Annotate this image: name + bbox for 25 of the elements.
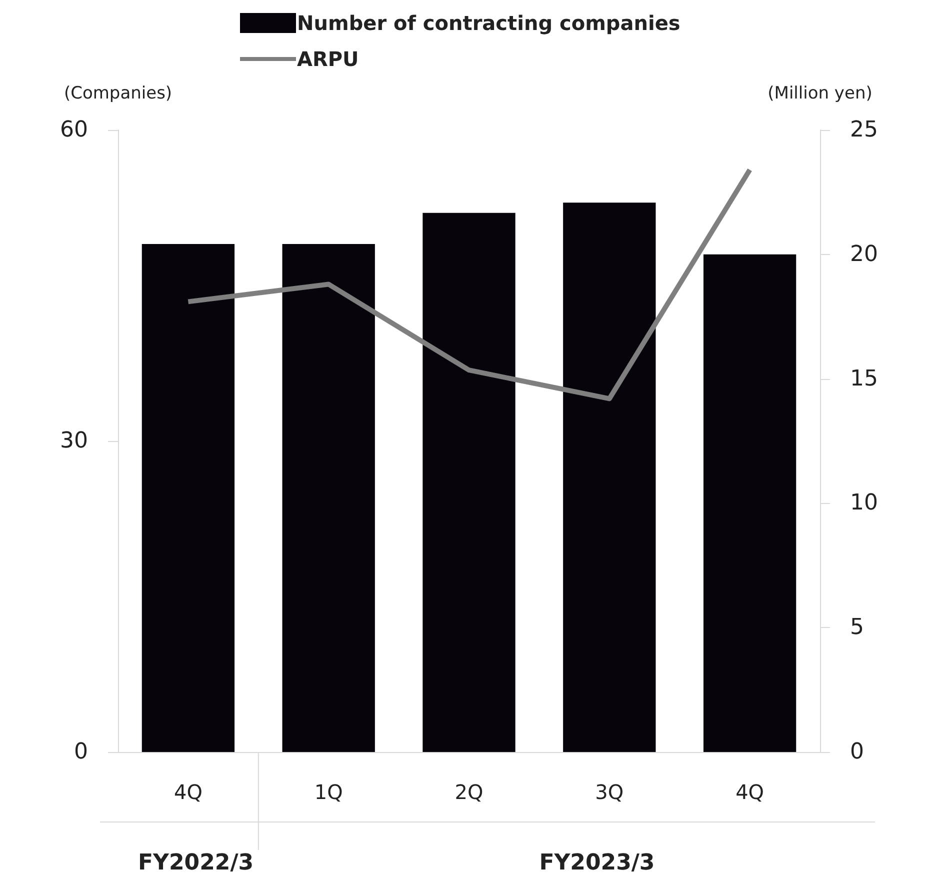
x-tick-label: 3Q	[595, 780, 624, 804]
y2-tick-label: 5	[850, 615, 864, 640]
y-tick-label: 60	[60, 118, 88, 142]
y2-tick-label: 20	[850, 242, 878, 267]
x-tick-label: 1Q	[314, 780, 343, 804]
bar	[282, 244, 375, 752]
text: FY2022/3	[138, 850, 254, 876]
y-tick-label: 0	[74, 740, 88, 764]
bar	[703, 254, 796, 752]
x-tick-label: 4Q	[736, 780, 764, 804]
bar	[563, 202, 656, 752]
y2-tick-label: 15	[850, 366, 878, 392]
y-tick-label: 30	[60, 428, 88, 454]
y2-tick-label: 10	[850, 490, 878, 516]
x-tick-label: 4Q	[174, 780, 202, 804]
y2-tick-label: 0	[850, 740, 864, 764]
y2-tick-label: 25	[850, 118, 878, 142]
legend-label: Number of contracting companies	[297, 11, 680, 35]
y2-axis-title: (Million yen)	[768, 84, 872, 104]
legend-label: ARPU	[297, 47, 359, 71]
text: FY2023/3	[539, 850, 655, 876]
bar	[142, 244, 235, 752]
y-axis-title: (Companies)	[64, 84, 172, 104]
bar	[422, 212, 516, 752]
x-tick-label: 2Q	[454, 780, 484, 804]
